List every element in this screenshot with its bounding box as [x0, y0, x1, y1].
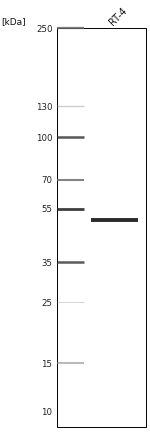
Text: 15: 15: [42, 359, 52, 368]
Text: 35: 35: [42, 258, 52, 267]
Text: 130: 130: [36, 102, 52, 111]
Text: RT-4: RT-4: [107, 5, 129, 27]
Text: 55: 55: [42, 205, 52, 214]
Text: [kDa]: [kDa]: [2, 17, 26, 26]
Text: 100: 100: [36, 134, 52, 143]
Text: 25: 25: [42, 298, 52, 307]
Bar: [57, 28, 146, 427]
Text: 250: 250: [36, 25, 52, 34]
Text: 10: 10: [42, 407, 52, 416]
Text: 70: 70: [42, 176, 52, 185]
